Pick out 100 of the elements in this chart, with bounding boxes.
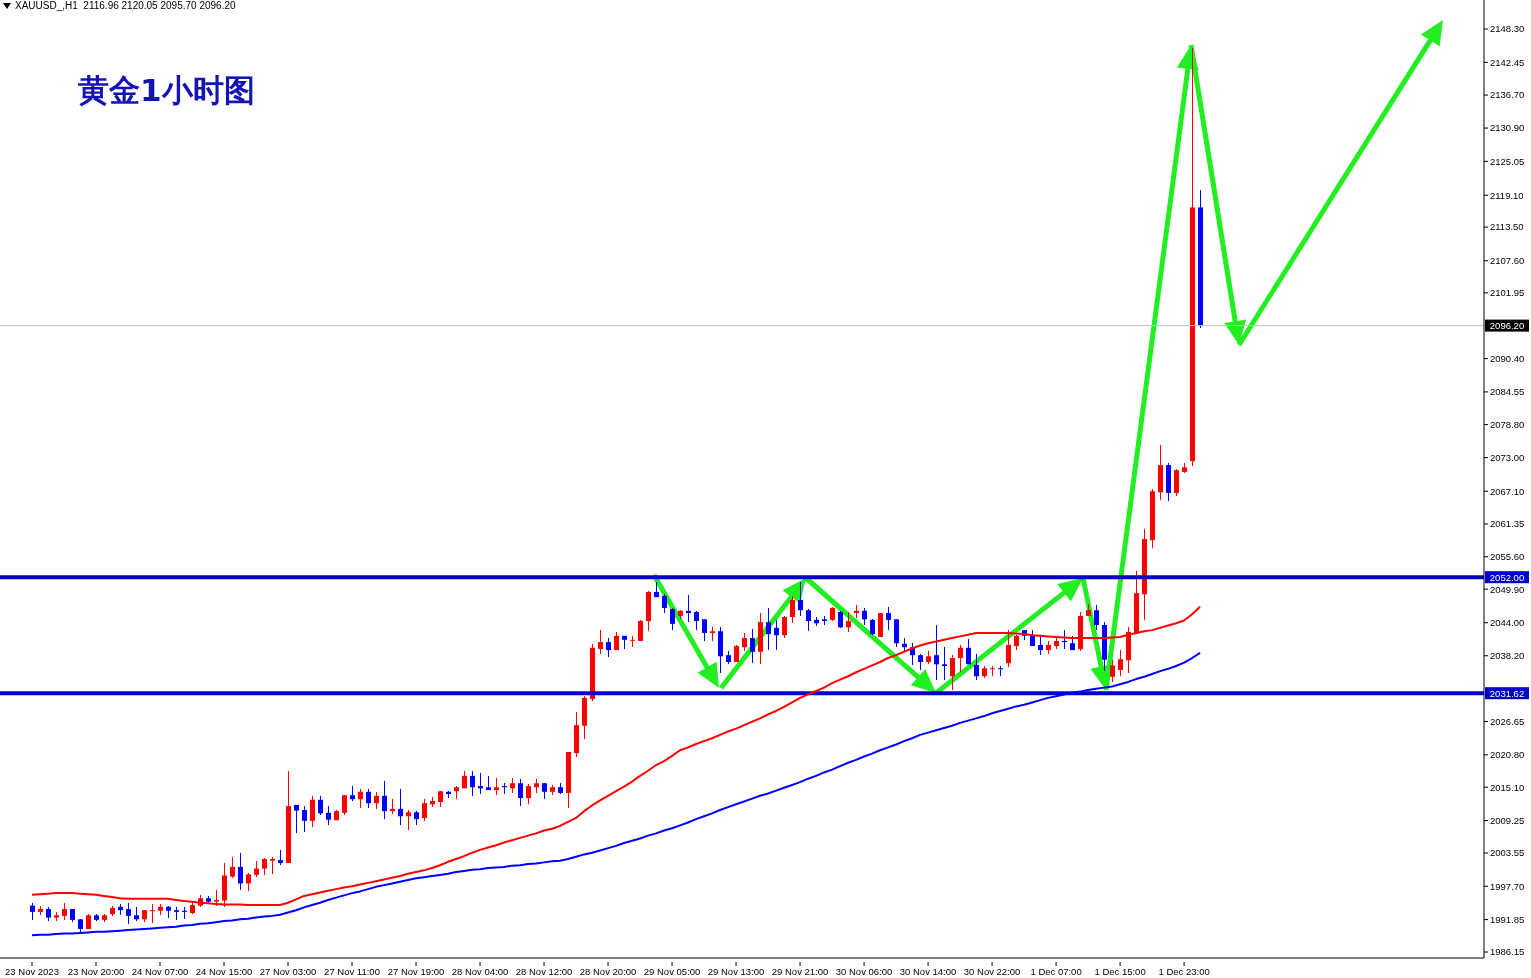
candlestick [766, 607, 771, 651]
y-tick-label: 2055.60 [1490, 551, 1525, 563]
candlestick [398, 788, 403, 826]
y-tick-label: 2020.80 [1490, 749, 1525, 761]
candlestick [630, 635, 635, 648]
candlestick [894, 618, 899, 648]
x-tick-label: 1 Dec 23:00 [1158, 966, 1210, 977]
y-tick-label: 2101.95 [1490, 287, 1525, 299]
y-tick-label: 2003.55 [1490, 847, 1525, 859]
x-tick-label: 29 Nov 13:00 [707, 966, 765, 977]
x-tick-label: 30 Nov 06:00 [835, 966, 893, 977]
x-tick-label: 28 Nov 04:00 [451, 966, 509, 977]
y-tick-label: 2148.30 [1490, 23, 1525, 35]
x-tick-label: 27 Nov 19:00 [387, 966, 445, 977]
y-tick-label: 2073.00 [1490, 452, 1525, 464]
x-tick-label: 30 Nov 14:00 [899, 966, 957, 977]
candlestick [750, 628, 755, 664]
candlestick [774, 619, 779, 651]
y-tick-label: 2113.50 [1490, 221, 1524, 233]
candlestick [782, 615, 787, 639]
candlestick [998, 665, 1003, 677]
x-tick-label: 24 Nov 07:00 [131, 966, 189, 977]
candlestick [1118, 649, 1123, 677]
candlestick [606, 637, 611, 658]
candlestick [518, 778, 523, 807]
x-tick-label: 24 Nov 15:00 [195, 966, 253, 977]
x-tick-label: 29 Nov 05:00 [643, 966, 701, 977]
candlestick [342, 794, 347, 816]
candlestick [966, 638, 971, 665]
candlestick [1006, 629, 1011, 668]
candlestick [990, 665, 995, 677]
candlestick [886, 606, 891, 631]
candlestick [238, 852, 243, 891]
candlestick [526, 783, 531, 805]
x-tick-label: 27 Nov 03:00 [259, 966, 317, 977]
candlestick [1094, 604, 1099, 631]
candlestick [1038, 635, 1043, 656]
candlestick [670, 607, 675, 631]
x-tick-label: 1 Dec 15:00 [1094, 966, 1146, 977]
ref-line-label: 2096.20 [1489, 320, 1525, 332]
y-tick-label: 2038.20 [1490, 650, 1525, 662]
x-tick-label: 28 Nov 12:00 [515, 966, 573, 977]
y-tick-label: 2119.10 [1490, 189, 1524, 201]
x-tick-label: 29 Nov 21:00 [771, 966, 829, 977]
candlestick [326, 805, 331, 826]
candlestick [382, 780, 387, 820]
y-tick-label: 2061.35 [1490, 518, 1525, 530]
candlestick [1110, 659, 1115, 683]
candlestick [958, 644, 963, 673]
x-tick-label: 23 Nov 2023 [5, 966, 59, 977]
y-tick-label: 2136.70 [1490, 89, 1525, 101]
candlestick [302, 805, 307, 833]
candlestick [318, 795, 323, 816]
candlestick [950, 654, 955, 691]
y-tick-label: 2044.00 [1490, 617, 1525, 629]
candlestick [358, 788, 363, 809]
candlestick [366, 788, 371, 809]
candlestick [662, 593, 667, 614]
x-tick-label: 27 Nov 11:00 [324, 966, 380, 977]
candlestick [694, 610, 699, 631]
candlestick [934, 624, 939, 681]
y-tick-label: 2049.90 [1490, 583, 1525, 595]
candlestick [422, 798, 427, 822]
y-tick-label: 1986.15 [1490, 946, 1525, 958]
candlestick [126, 902, 131, 925]
y-tick-label: 2107.60 [1490, 255, 1525, 267]
y-tick-label: 2078.80 [1490, 419, 1525, 431]
candlestick [790, 595, 795, 624]
line-series [31, 651, 1202, 937]
y-tick-label: 2067.10 [1490, 485, 1525, 497]
candlestick [942, 646, 947, 681]
x-tick-label: 28 Nov 20:00 [579, 966, 637, 977]
candlestick [702, 618, 707, 642]
y-tick-label: 2090.40 [1490, 352, 1525, 364]
candlestick [246, 872, 251, 892]
y-tick-label: 2142.45 [1490, 56, 1525, 68]
x-tick-label: 23 Nov 20:00 [67, 966, 125, 977]
candlestick [310, 795, 315, 828]
ref-line-label: 2052.00 [1489, 571, 1525, 583]
y-tick-label: 1991.85 [1490, 913, 1525, 925]
y-tick-label: 2084.55 [1490, 386, 1525, 398]
candlestick [406, 809, 411, 831]
ref-line-label: 2031.62 [1489, 687, 1525, 699]
candlestick [1174, 468, 1179, 497]
candlestick [974, 653, 979, 681]
y-tick-label: 2009.25 [1490, 814, 1525, 826]
candlestick [742, 632, 747, 652]
y-tick-label: 2026.65 [1490, 715, 1525, 727]
candlestick [798, 581, 803, 617]
candlestick [294, 804, 299, 834]
y-tick-label: 2125.05 [1490, 155, 1525, 167]
y-tick-label: 2130.90 [1490, 122, 1525, 134]
candlestick [478, 772, 483, 795]
candlestick [470, 770, 475, 797]
candlestick [598, 629, 603, 655]
candlestick [230, 856, 235, 879]
x-tick-label: 1 Dec 07:00 [1030, 966, 1082, 977]
y-tick-label: 2015.10 [1490, 781, 1525, 793]
text: 黄金1小时图 [78, 71, 255, 110]
annotation: XAUUSD_,H1 2116.96 2120.05 2095.70 2096.20 [15, 0, 236, 12]
